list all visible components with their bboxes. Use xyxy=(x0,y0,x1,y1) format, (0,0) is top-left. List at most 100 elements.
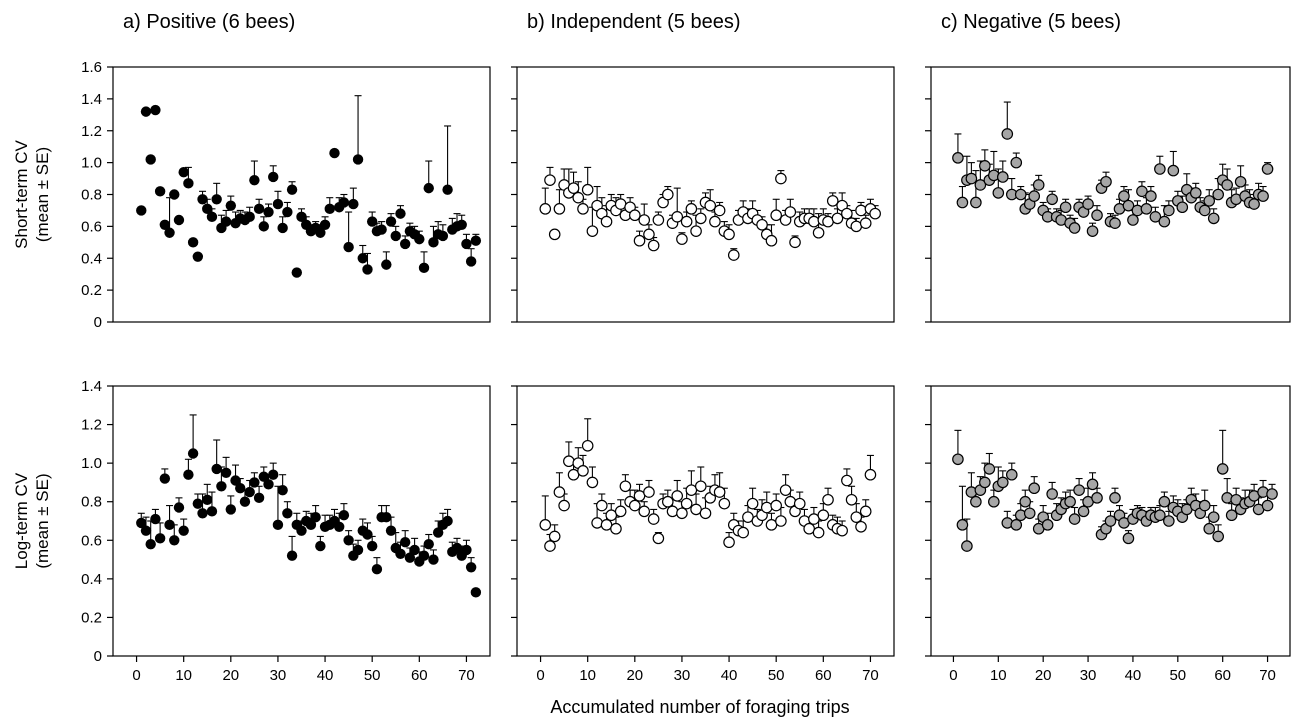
data-point xyxy=(404,552,416,563)
panel-positive-long-term: 0 0.2 0.4 0.6 0.8 1.0 1.2 1.4 0 10 20 30 40 50 60 70 Log… xyxy=(12,378,491,684)
data-point xyxy=(357,253,368,264)
plot-frame xyxy=(516,385,895,657)
data-point xyxy=(1109,492,1121,504)
data-point xyxy=(652,532,665,545)
data-point xyxy=(348,198,359,210)
data-point xyxy=(1176,201,1189,214)
data-point xyxy=(1136,185,1148,198)
data-point xyxy=(338,510,350,521)
data-point xyxy=(952,453,964,466)
data-point xyxy=(1154,509,1166,522)
data-point xyxy=(395,548,406,559)
data-point xyxy=(145,154,156,165)
data-point xyxy=(1207,511,1220,523)
data-point xyxy=(423,538,434,550)
y-tick-label: 0.4 xyxy=(81,571,102,588)
data-point xyxy=(577,203,589,215)
data-point xyxy=(826,195,839,207)
data-point xyxy=(548,530,561,543)
data-point xyxy=(793,497,806,510)
data-point xyxy=(235,483,246,494)
x-tick-label: 0 xyxy=(949,667,957,684)
data-point xyxy=(1163,515,1175,527)
data-point xyxy=(366,540,378,552)
data-point xyxy=(647,239,660,252)
data-point xyxy=(775,515,787,527)
data-point xyxy=(376,224,387,235)
data-point xyxy=(253,492,265,504)
data-point xyxy=(544,540,556,552)
data-point xyxy=(334,521,345,532)
y-axis-label: Log-term CV (mean ± SE) xyxy=(12,472,52,569)
data-point xyxy=(428,237,439,248)
panel-title: b) Independent (5 bees) xyxy=(527,11,741,33)
data-point xyxy=(1014,188,1027,201)
data-point xyxy=(1005,468,1018,481)
data-point xyxy=(399,238,411,250)
data-point xyxy=(869,207,881,220)
data-point xyxy=(850,220,863,233)
data-point xyxy=(272,519,284,531)
x-tick-label: 60 xyxy=(815,667,832,684)
data-point xyxy=(723,228,735,241)
data-point xyxy=(970,196,982,209)
data-point xyxy=(1221,179,1233,191)
data-point xyxy=(614,198,627,210)
data-point xyxy=(983,463,996,475)
x-tick-label: 60 xyxy=(1214,667,1231,684)
data-point xyxy=(136,517,147,529)
data-point xyxy=(974,179,987,191)
data-point xyxy=(1266,488,1278,500)
y-tick-label: 0.8 xyxy=(81,187,102,204)
panel-negative-short-term: c) Negative (5 bees) xyxy=(925,11,1291,323)
y-axis-label-line: (mean ± SE) xyxy=(33,473,52,568)
data-point xyxy=(258,471,269,482)
data-point xyxy=(836,524,848,537)
data-point xyxy=(581,183,594,196)
data-point xyxy=(831,212,844,225)
data-point xyxy=(1023,507,1036,520)
data-point xyxy=(343,241,354,253)
data-point xyxy=(1212,188,1224,201)
x-tick-label: 10 xyxy=(579,667,596,684)
data-point xyxy=(979,476,991,489)
data-point xyxy=(409,544,420,556)
plot-frame xyxy=(112,385,491,657)
data-point xyxy=(371,564,383,575)
data-point xyxy=(206,211,218,223)
data-point xyxy=(775,172,787,185)
data-point xyxy=(352,544,364,556)
x-tick-label: 30 xyxy=(674,667,691,684)
x-tick-label: 30 xyxy=(1080,667,1097,684)
data-point xyxy=(1001,128,1014,140)
y-tick-label: 0.6 xyxy=(81,532,102,549)
data-point xyxy=(291,267,302,278)
data-point xyxy=(202,494,213,505)
data-point xyxy=(150,104,161,116)
data-point xyxy=(173,214,185,226)
data-point xyxy=(187,237,199,248)
data-point xyxy=(202,203,213,215)
data-point xyxy=(638,214,651,226)
data-point xyxy=(1234,175,1247,188)
y-tick-label: 1.6 xyxy=(81,59,102,76)
data-point xyxy=(428,554,439,565)
panel-negative-long-term: 0 10 20 30 40 50 60 70 xyxy=(925,385,1291,684)
data-point xyxy=(1198,204,1211,217)
data-point xyxy=(694,212,707,225)
data-point xyxy=(154,533,166,544)
x-tick-label: 20 xyxy=(222,667,239,684)
data-point xyxy=(220,216,232,227)
data-point xyxy=(661,495,674,508)
data-point xyxy=(563,455,575,468)
data-point xyxy=(1059,201,1072,214)
data-point xyxy=(567,182,580,194)
data-point xyxy=(1189,187,1202,199)
data-point xyxy=(548,228,561,241)
data-point xyxy=(676,233,688,245)
data-point xyxy=(817,509,830,522)
x-tick-label: 0 xyxy=(536,667,544,684)
data-point xyxy=(352,154,364,165)
data-point xyxy=(310,511,321,523)
x-tick-label: 40 xyxy=(721,667,738,684)
